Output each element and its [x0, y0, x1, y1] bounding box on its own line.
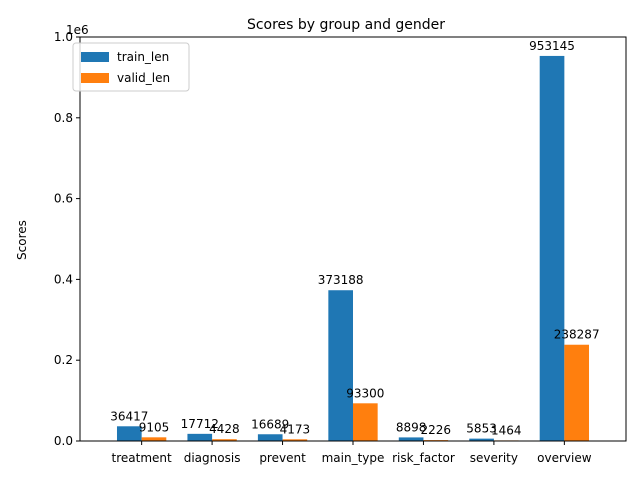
y-tick-label: 0.8 [54, 111, 73, 125]
legend-swatch [81, 73, 109, 83]
data-label: 93300 [346, 386, 384, 400]
bar-train_len [187, 433, 213, 441]
y-scale-label: 1e6 [66, 23, 89, 37]
x-tick-label: prevent [259, 451, 306, 465]
plot-frame [79, 36, 627, 442]
chart-title: Scores by group and gender [247, 17, 445, 33]
data-label: 9105 [139, 420, 170, 434]
y-tick-label: 0.2 [54, 353, 73, 367]
bar-valid_len [353, 403, 378, 441]
bar-valid_len [564, 344, 590, 441]
legend: train_len valid_len [72, 42, 190, 92]
data-label: 17712 [181, 417, 219, 431]
y-tick-label: 0.0 [54, 434, 73, 448]
bar-train_len [328, 290, 353, 441]
x-tick-label: main_type [322, 451, 385, 465]
bar-train_len [539, 55, 565, 442]
bar-valid_len [282, 439, 308, 441]
data-label: 1464 [491, 423, 522, 437]
data-label: 4173 [280, 422, 311, 436]
data-label: 5853 [466, 422, 497, 436]
data-label: 373188 [318, 273, 364, 287]
legend-entry: valid_len [117, 71, 170, 85]
data-label: 953145 [529, 39, 575, 53]
data-label: 36417 [110, 409, 148, 423]
legend-swatch [81, 52, 109, 62]
bar-train_len [469, 438, 494, 441]
bar-train_len [116, 426, 142, 441]
data-label: 16689 [251, 417, 289, 431]
y-tick-label: 1.0 [54, 30, 73, 44]
x-tick-label: overview [537, 451, 592, 465]
legend-entry: train_len [117, 50, 169, 64]
bar-train_len [257, 434, 283, 441]
data-label: 238287 [554, 328, 600, 342]
bar-train_len [398, 437, 424, 441]
x-tick-label: risk_factor [392, 451, 455, 465]
bar-valid_len [212, 439, 237, 441]
x-tick-label: treatment [112, 451, 172, 465]
data-label: 4428 [209, 422, 240, 436]
y-axis-label: Scores [15, 220, 29, 260]
y-tick-label: 0.4 [54, 272, 73, 286]
bar-valid_len [141, 437, 167, 441]
data-label: 8898 [396, 420, 427, 434]
x-tick-label: severity [470, 451, 518, 465]
data-label: 2226 [421, 423, 452, 437]
y-tick-label: 0.6 [54, 192, 73, 206]
x-tick-label: diagnosis [184, 451, 241, 465]
